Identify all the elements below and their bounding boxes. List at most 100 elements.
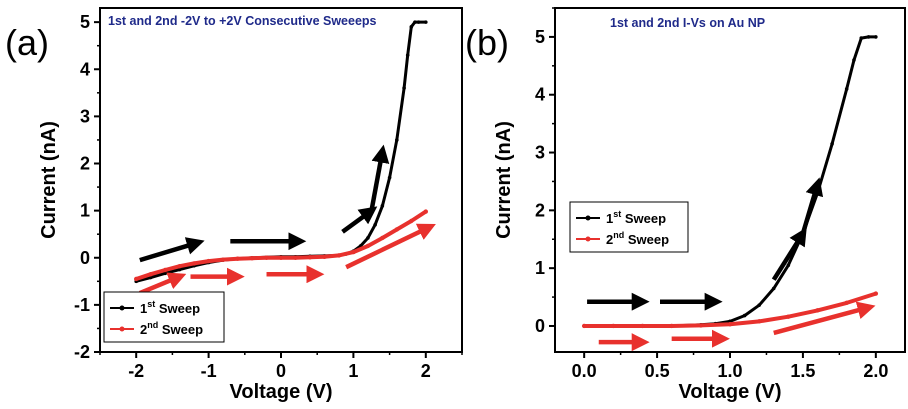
x-tick-label: -1: [201, 361, 217, 381]
y-axis-label: Current (nA): [38, 121, 60, 239]
data-point-1: [380, 204, 385, 208]
data-point-1: [402, 86, 406, 90]
x-tick-label: 0.0: [572, 361, 597, 381]
y-tick-label: -1: [74, 295, 90, 315]
data-point-2: [235, 256, 240, 261]
data-point-2: [394, 227, 400, 232]
data-point-1: [387, 175, 392, 180]
data-point-2: [786, 314, 791, 319]
annotation-arrow-red: [345, 223, 436, 270]
legend-entry-number: 2: [606, 232, 613, 247]
legend-swatch-marker: [585, 215, 591, 221]
x-tick-label: 0.5: [645, 361, 670, 381]
panel-a: (a) 1st and 2nd -2V to +2V Consecutive Sw…: [5, 7, 463, 403]
data-point-2: [698, 323, 704, 328]
legend-swatch-marker: [119, 326, 125, 332]
data-point-1: [148, 275, 153, 280]
data-point-2: [307, 255, 313, 260]
x-tick-label: 1.5: [790, 361, 815, 381]
data-point-1: [405, 53, 410, 57]
x-tick-label: 1: [348, 361, 358, 381]
data-point-1: [395, 138, 399, 142]
y-tick-label: 4: [80, 59, 90, 79]
data-point-2: [264, 255, 269, 260]
annotation-arrow-black: [369, 144, 390, 212]
data-point-2: [322, 254, 327, 260]
data-point-2: [365, 243, 371, 249]
legend-entry-superscript: st: [613, 209, 621, 219]
data-point-1: [409, 25, 414, 29]
annotation-arrow-black: [139, 237, 205, 263]
x-tick-label: 1.0: [717, 361, 742, 381]
data-point-2: [844, 300, 849, 306]
y-tick-label: 1: [535, 258, 545, 278]
data-point-2: [206, 258, 211, 264]
legend-entry-label: 2nd Sweep: [606, 230, 669, 247]
data-point-2: [249, 256, 255, 261]
data-point-2: [581, 323, 587, 329]
y-tick-label: 2: [535, 200, 545, 220]
x-axis-label: Voltage (V): [230, 381, 333, 403]
x-tick-label: 2.0: [863, 361, 888, 381]
legend-swatch-marker: [585, 236, 591, 242]
annotation-arrow-black: [341, 206, 378, 234]
legend-swatch-marker: [119, 305, 125, 311]
annotation-arrow-black: [800, 177, 824, 235]
legend-box: [103, 291, 225, 343]
data-point-1: [366, 236, 370, 240]
legend-entry-superscript: nd: [613, 230, 624, 240]
data-point-1: [757, 303, 761, 307]
data-point-2: [191, 261, 197, 266]
data-point-2: [351, 249, 356, 255]
y-tick-label: 2: [80, 154, 90, 174]
data-point-2: [611, 323, 616, 329]
data-point-2: [409, 218, 414, 224]
data-point-1: [771, 286, 776, 291]
x-tick-label: 2: [421, 361, 431, 381]
data-point-2: [293, 255, 298, 260]
legend-box: [569, 201, 689, 253]
series-line-1: [584, 35, 876, 328]
data-point-2: [336, 253, 342, 258]
legend-entry-number: 1: [140, 301, 147, 316]
data-point-1: [786, 263, 791, 268]
legend-entry-superscript: st: [147, 299, 155, 309]
annotation-arrow-red: [773, 301, 876, 336]
data-point-2: [380, 235, 385, 241]
data-point-1: [844, 87, 849, 91]
data-point-1: [859, 36, 864, 40]
y-tick-label: 5: [535, 27, 545, 47]
data-point-1: [424, 20, 428, 24]
data-point-1: [866, 35, 871, 39]
data-point-2: [756, 319, 762, 324]
legend-entry-text: Sweep: [155, 301, 200, 316]
data-point-1: [373, 222, 377, 227]
legend-entry-superscript: nd: [147, 320, 158, 330]
data-point-2: [177, 264, 182, 269]
data-point-2: [727, 322, 733, 327]
x-axis-label: Voltage (V): [679, 381, 782, 403]
chart-title: 1st and 2nd I-Vs on Au NP: [610, 16, 765, 30]
data-point-1: [830, 142, 834, 146]
data-point-2: [220, 257, 226, 262]
data-point-2: [134, 276, 139, 282]
legend-entry-text: Sweep: [624, 232, 669, 247]
y-tick-label: 3: [80, 106, 90, 126]
panel-b: (b) 1st and 2nd I-Vs on Au NP 0.0 0.5 1.0 1.5…: [465, 7, 906, 403]
data-point-2: [278, 255, 284, 260]
data-point-2: [815, 308, 820, 313]
data-point-2: [162, 267, 168, 273]
annotation-arrow-red: [138, 272, 187, 296]
data-point-2: [148, 272, 153, 277]
data-point-2: [873, 291, 879, 296]
y-tick-label: -2: [74, 342, 90, 362]
x-tick-label: 0: [276, 361, 286, 381]
data-point-1: [874, 35, 878, 39]
y-tick-label: 0: [80, 248, 90, 268]
data-point-2: [423, 209, 428, 214]
legend-entry-text: Sweep: [158, 322, 203, 337]
data-point-1: [413, 20, 417, 24]
legend-entry-label: 1st Sweep: [140, 299, 200, 316]
